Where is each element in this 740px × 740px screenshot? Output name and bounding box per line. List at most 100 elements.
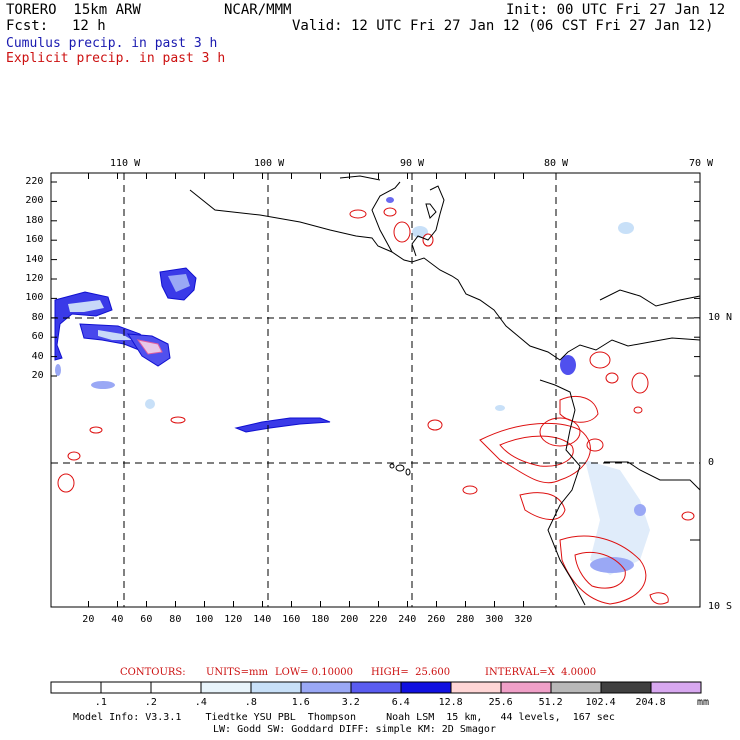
- x-tick-label: 260: [427, 614, 446, 625]
- x-tick-label: 60: [140, 614, 153, 625]
- x-tick-label: 200: [340, 614, 359, 625]
- lat-label-10s: 10 S: [708, 601, 733, 612]
- legend-label: .8: [244, 697, 257, 708]
- x-tick-label: 300: [485, 614, 504, 625]
- x-tick-label: 100: [195, 614, 214, 625]
- cumulus-blob: [91, 381, 115, 389]
- legend-swatch: [350, 681, 402, 694]
- legend-unit: mm: [697, 697, 710, 708]
- legend-swatch: [450, 681, 502, 694]
- model-info-line1: Model Info: V3.3.1 Tiedtke YSU PBL Thomp…: [73, 712, 615, 723]
- legend-label: 51.2: [538, 697, 563, 708]
- lon-label-80w: 80 W: [544, 158, 569, 169]
- y-tick-label: 20: [31, 370, 44, 381]
- lat-label-0: 0: [708, 457, 715, 468]
- contours-units: UNITS=mm: [206, 667, 268, 678]
- y-tick-label: 140: [25, 253, 44, 265]
- x-tick-label: 20: [82, 614, 95, 625]
- x-tick-label: 320: [514, 614, 533, 625]
- x-tick-marks: [88, 173, 524, 607]
- y-tick-label: 100: [25, 292, 44, 304]
- explicit-field-title: Explicit precip. in past 3 h: [6, 51, 226, 66]
- explicit-precip-contours: [57, 207, 695, 605]
- cumulus-field-title: Cumulus precip. in past 3 h: [6, 36, 218, 51]
- legend-swatch: [500, 681, 552, 694]
- model-title: TORERO 15km ARW: [6, 2, 141, 18]
- lon-label-100w: 100 W: [254, 158, 285, 169]
- model-info-line2: LW: Godd SW: Goddard DIFF: simple KM: 2D…: [213, 724, 496, 735]
- legend-label: 1.6: [291, 697, 310, 708]
- legend-label: 102.4: [585, 697, 616, 708]
- lon-label-90w: 90 W: [400, 158, 425, 169]
- cumulus-blob: [55, 364, 61, 376]
- cumulus-blob: [68, 300, 104, 312]
- cumulus-blob: [145, 399, 155, 409]
- legend-swatch: [600, 681, 652, 694]
- y-tick-label: 60: [31, 331, 44, 343]
- legend-swatch: [50, 681, 102, 694]
- cumulus-blob: [495, 405, 505, 411]
- legend-label: .1: [94, 697, 107, 708]
- cumulus-blob: [98, 330, 132, 340]
- legend-swatch: [100, 681, 152, 694]
- cumulus-blob: [386, 197, 394, 203]
- legend-swatch: [250, 681, 302, 694]
- contours-label: CONTOURS:: [120, 667, 186, 678]
- forecast-hour: 12 h: [72, 18, 106, 34]
- cumulus-band: [234, 417, 331, 433]
- y-tick-label: 180: [25, 214, 44, 226]
- y-tick-label: 120: [25, 273, 44, 284]
- contours-high: HIGH= 25.600: [371, 667, 451, 678]
- y-tick-label: 160: [25, 234, 44, 246]
- lon-label-110w: 110 W: [110, 158, 141, 169]
- x-tick-label: 80: [169, 614, 182, 625]
- legend-color-bar: [50, 681, 702, 694]
- cumulus-blob: [412, 226, 428, 238]
- contours-low: LOW= 0.10000: [275, 667, 354, 678]
- legend-label: 3.2: [341, 697, 360, 708]
- x-tick-label: 140: [253, 614, 272, 625]
- map-frame: [50, 172, 701, 608]
- legend-swatch: [150, 681, 202, 694]
- forecast-label: Fcst:: [6, 18, 49, 34]
- cumulus-precip-areas: [54, 197, 650, 575]
- legend-label: 12.8: [438, 697, 463, 708]
- organization: NCAR/MMM: [224, 2, 292, 18]
- lon-label-70w: 70 W: [689, 158, 714, 169]
- cumulus-blob: [560, 355, 576, 375]
- cumulus-blob: [634, 504, 646, 516]
- cumulus-blob: [585, 460, 650, 575]
- cumulus-blob: [168, 274, 190, 292]
- y-tick-label: 220: [25, 176, 44, 187]
- coastlines: [189, 175, 701, 606]
- x-tick-label: 160: [282, 614, 301, 625]
- lat-label-10n: 10 N: [708, 312, 733, 323]
- y-tick-label: 40: [31, 350, 44, 362]
- legend-swatch: [300, 681, 352, 694]
- x-tick-label: 220: [369, 614, 388, 625]
- valid-time: Valid: 12 UTC Fri 27 Jan 12 (06 CST Fri …: [292, 18, 714, 34]
- x-tick-label: 120: [224, 614, 243, 625]
- legend-swatch: [650, 681, 702, 694]
- legend-label: .4: [194, 697, 207, 708]
- legend-swatch: [200, 681, 252, 694]
- cumulus-blob: [618, 222, 634, 234]
- legend-label: 6.4: [391, 697, 410, 708]
- x-tick-label: 240: [398, 614, 417, 625]
- x-tick-label: 40: [111, 614, 124, 625]
- legend-label: .2: [144, 697, 157, 708]
- y-tick-marks: [51, 181, 700, 377]
- legend-label: 204.8: [635, 697, 666, 708]
- y-tick-label: 200: [25, 195, 44, 207]
- x-tick-label: 180: [311, 614, 330, 625]
- legend-swatch: [400, 681, 452, 694]
- legend-swatch: [550, 681, 602, 694]
- y-tick-label: 80: [31, 311, 44, 323]
- x-tick-label: 280: [456, 614, 475, 625]
- cumulus-blob: [136, 339, 163, 355]
- lat-lon-grid: [51, 173, 700, 607]
- init-time: Init: 00 UTC Fri 27 Jan 12: [506, 2, 726, 18]
- contours-interval: INTERVAL=X 4.0000: [485, 667, 597, 678]
- legend-label: 25.6: [488, 697, 513, 708]
